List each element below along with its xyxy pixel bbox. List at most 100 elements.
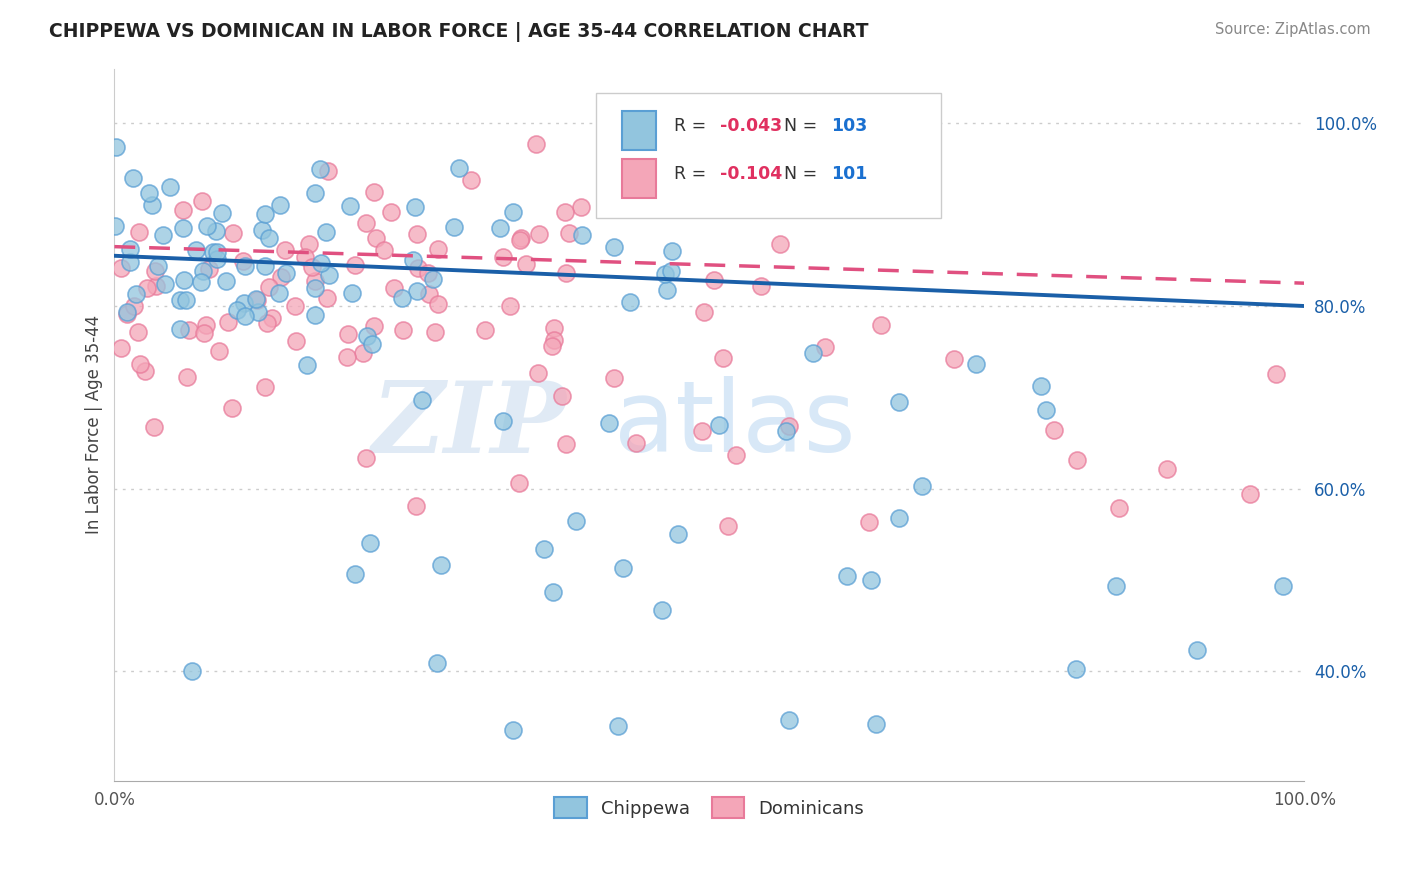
Point [551,389,574,403]
Point [169,321,191,335]
Point [138,186,160,200]
Point [870,318,893,332]
Point [211,206,233,220]
Point [1066,662,1088,676]
Point [865,716,887,731]
Legend: Chippewa, Dominicans: Chippewa, Dominicans [547,790,872,825]
Text: atlas: atlas [614,376,856,474]
Point [411,393,433,408]
Point [709,418,731,433]
Point [221,401,243,416]
Point [693,305,716,319]
Point [526,137,548,152]
Point [127,325,149,339]
Point [201,244,224,259]
Point [508,475,530,490]
Point [529,227,551,242]
Point [253,207,276,221]
Point [105,140,128,154]
Point [1156,461,1178,475]
Point [651,603,673,617]
Point [1104,579,1126,593]
Point [205,245,228,260]
Point [363,318,385,333]
Point [402,252,425,267]
Point [801,345,824,359]
Point [489,220,512,235]
Point [110,341,132,355]
Point [336,350,359,364]
Point [655,283,678,297]
Point [1066,453,1088,467]
Point [250,223,273,237]
Point [690,424,713,438]
Point [509,233,531,247]
Point [269,285,291,300]
Point [361,336,384,351]
Point [232,253,254,268]
Point [1185,643,1208,657]
FancyBboxPatch shape [596,94,942,219]
Point [499,299,522,313]
Point [110,260,132,275]
Point [1272,579,1295,593]
Point [703,273,725,287]
Point [191,263,214,277]
Text: Source: ZipAtlas.com: Source: ZipAtlas.com [1215,22,1371,37]
Point [309,256,332,270]
Point [274,266,297,280]
Point [184,243,207,257]
Point [515,257,537,271]
Point [1035,403,1057,417]
Text: 103: 103 [831,117,868,135]
Point [373,243,395,257]
Point [603,370,626,384]
Point [619,295,641,310]
Point [666,527,689,541]
Point [257,231,280,245]
Point [181,664,204,678]
Point [510,231,533,245]
Point [1042,423,1064,437]
Point [315,225,337,239]
Text: N =: N = [785,117,823,135]
Text: N =: N = [785,165,823,183]
Point [405,499,427,513]
Text: -0.043: -0.043 [720,117,782,135]
Point [233,309,256,323]
Point [191,194,214,208]
Point [571,227,593,242]
Point [778,419,800,434]
Point [354,216,377,230]
Point [352,346,374,360]
Text: -0.104: -0.104 [720,165,782,183]
Point [391,292,413,306]
Point [233,296,256,310]
Point [173,273,195,287]
Point [221,226,243,240]
FancyBboxPatch shape [623,159,655,198]
Point [555,437,578,451]
Point [382,281,405,295]
Point [654,267,676,281]
Point [502,204,524,219]
Point [554,205,576,219]
Point [215,274,238,288]
Point [294,251,316,265]
Point [460,173,482,187]
Point [565,514,588,528]
Point [172,202,194,217]
Point [128,225,150,239]
Point [117,307,139,321]
Point [749,279,772,293]
Point [426,656,449,670]
Point [889,511,911,525]
Point [449,161,471,175]
Text: R =: R = [673,117,711,135]
Point [284,299,307,313]
Point [115,305,138,319]
Point [406,227,429,242]
Text: ZIP: ZIP [371,376,567,473]
Point [245,292,267,306]
Point [340,286,363,301]
